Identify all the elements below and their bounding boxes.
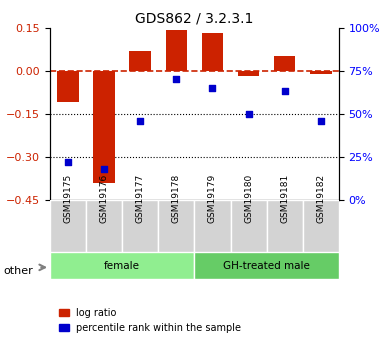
Title: GDS862 / 3.2.3.1: GDS862 / 3.2.3.1 bbox=[135, 11, 254, 25]
Point bbox=[281, 89, 288, 94]
Bar bbox=[94, 71, 115, 183]
Point bbox=[65, 159, 71, 165]
Text: GSM19179: GSM19179 bbox=[208, 174, 217, 224]
Point bbox=[101, 166, 107, 172]
Bar bbox=[274, 56, 296, 71]
Text: GSM19182: GSM19182 bbox=[316, 174, 325, 224]
Legend: log ratio, percentile rank within the sample: log ratio, percentile rank within the sa… bbox=[55, 304, 245, 337]
Bar bbox=[238, 71, 259, 77]
FancyBboxPatch shape bbox=[266, 200, 303, 252]
Point bbox=[173, 77, 179, 82]
Text: GSM19180: GSM19180 bbox=[244, 174, 253, 224]
Point bbox=[246, 111, 252, 117]
FancyBboxPatch shape bbox=[50, 200, 86, 252]
Text: GH-treated male: GH-treated male bbox=[223, 261, 310, 270]
Point bbox=[209, 85, 216, 91]
Bar bbox=[310, 71, 331, 73]
Bar bbox=[57, 71, 79, 102]
Text: GSM19176: GSM19176 bbox=[100, 174, 109, 224]
FancyBboxPatch shape bbox=[194, 200, 231, 252]
FancyBboxPatch shape bbox=[194, 252, 339, 279]
Point bbox=[318, 118, 324, 124]
Text: GSM19181: GSM19181 bbox=[280, 174, 289, 224]
Text: GSM19178: GSM19178 bbox=[172, 174, 181, 224]
Bar bbox=[202, 33, 223, 71]
Point bbox=[137, 118, 143, 124]
Bar bbox=[166, 30, 187, 71]
FancyBboxPatch shape bbox=[50, 252, 194, 279]
Text: female: female bbox=[104, 261, 140, 270]
Text: GSM19175: GSM19175 bbox=[64, 174, 73, 224]
Text: GSM19177: GSM19177 bbox=[136, 174, 145, 224]
FancyBboxPatch shape bbox=[86, 200, 122, 252]
Bar bbox=[129, 51, 151, 71]
FancyBboxPatch shape bbox=[158, 200, 194, 252]
FancyBboxPatch shape bbox=[303, 200, 339, 252]
FancyBboxPatch shape bbox=[231, 200, 266, 252]
FancyBboxPatch shape bbox=[122, 200, 158, 252]
Text: other: other bbox=[4, 266, 33, 276]
